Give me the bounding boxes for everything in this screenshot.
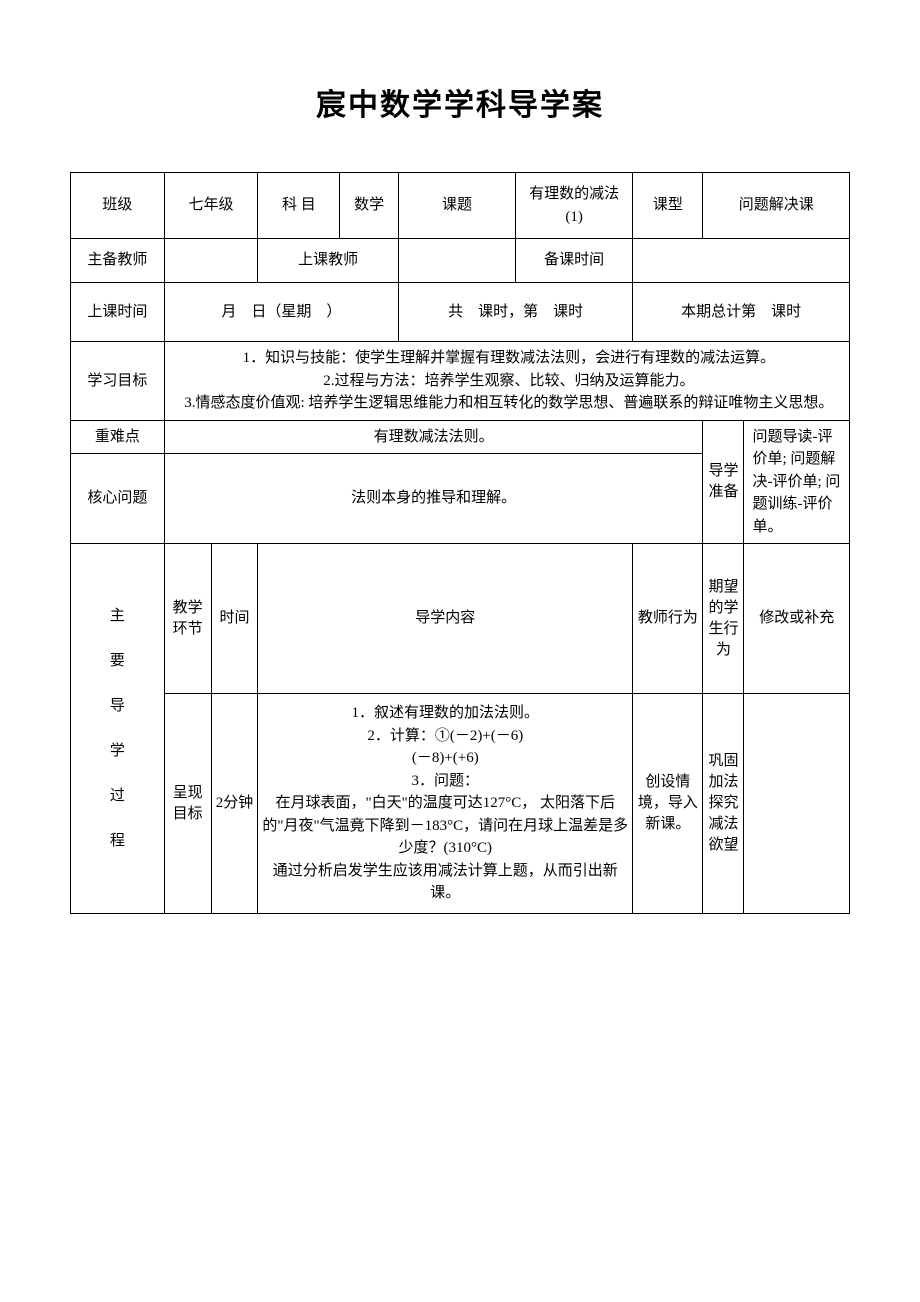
subject-value: 数学 xyxy=(340,173,399,239)
col-time: 时间 xyxy=(211,544,258,694)
row1-notes xyxy=(744,694,850,914)
semester-total: 本期总计第 课时 xyxy=(633,282,850,342)
keypoint-content: 有理数减法法则。 xyxy=(164,420,703,454)
class-time-value: 月 日（星期 ） xyxy=(164,282,398,342)
subject-label: 科 目 xyxy=(258,173,340,239)
process-label: 主 要 导 学 过 程 xyxy=(71,544,165,914)
objectives-content: 1．知识与技能：使学生理解并掌握有理数减法法则，会进行有理数的减法运算。 2.过… xyxy=(164,342,849,421)
col-stage: 教学环节 xyxy=(164,544,211,694)
row1-time: 2分钟 xyxy=(211,694,258,914)
type-value: 问题解决课 xyxy=(703,173,850,239)
period-total: 共 课时，第 课时 xyxy=(398,282,632,342)
core-label: 核心问题 xyxy=(71,454,165,544)
row1-content: 1．叙述有理数的加法法则。 2．计算：①(－2)+(－6) (－8)+(+6) … xyxy=(258,694,633,914)
row1-teacher: 创设情境，导入新课。 xyxy=(633,694,703,914)
class-teacher-label: 上课教师 xyxy=(258,239,399,283)
core-content: 法则本身的推导和理解。 xyxy=(164,454,703,544)
main-teacher-label: 主备教师 xyxy=(71,239,165,283)
topic-value: 有理数的减法 (1) xyxy=(516,173,633,239)
prep-content: 问题导读-评价单; 问题解决-评价单; 问题训练-评价单。 xyxy=(744,420,850,544)
col-content: 导学内容 xyxy=(258,544,633,694)
document-title: 宸中数学学科导学案 xyxy=(70,80,850,124)
lesson-plan-table: 班级 七年级 科 目 数学 课题 有理数的减法 (1) 课型 问题解决课 主备教… xyxy=(70,172,850,914)
class-teacher-value xyxy=(398,239,515,283)
prep-time-value xyxy=(633,239,850,283)
class-value: 七年级 xyxy=(164,173,258,239)
col-notes: 修改或补充 xyxy=(744,544,850,694)
objectives-label: 学习目标 xyxy=(71,342,165,421)
col-student: 期望的学生行为 xyxy=(703,544,744,694)
topic-label: 课题 xyxy=(398,173,515,239)
row1-stage: 呈现目标 xyxy=(164,694,211,914)
class-label: 班级 xyxy=(71,173,165,239)
keypoint-label: 重难点 xyxy=(71,420,165,454)
prep-label: 导学准备 xyxy=(703,420,744,544)
row1-student: 巩固加法探究减法欲望 xyxy=(703,694,744,914)
col-teacher: 教师行为 xyxy=(633,544,703,694)
main-teacher-value xyxy=(164,239,258,283)
prep-time-label: 备课时间 xyxy=(516,239,633,283)
type-label: 课型 xyxy=(633,173,703,239)
class-time-label: 上课时间 xyxy=(71,282,165,342)
